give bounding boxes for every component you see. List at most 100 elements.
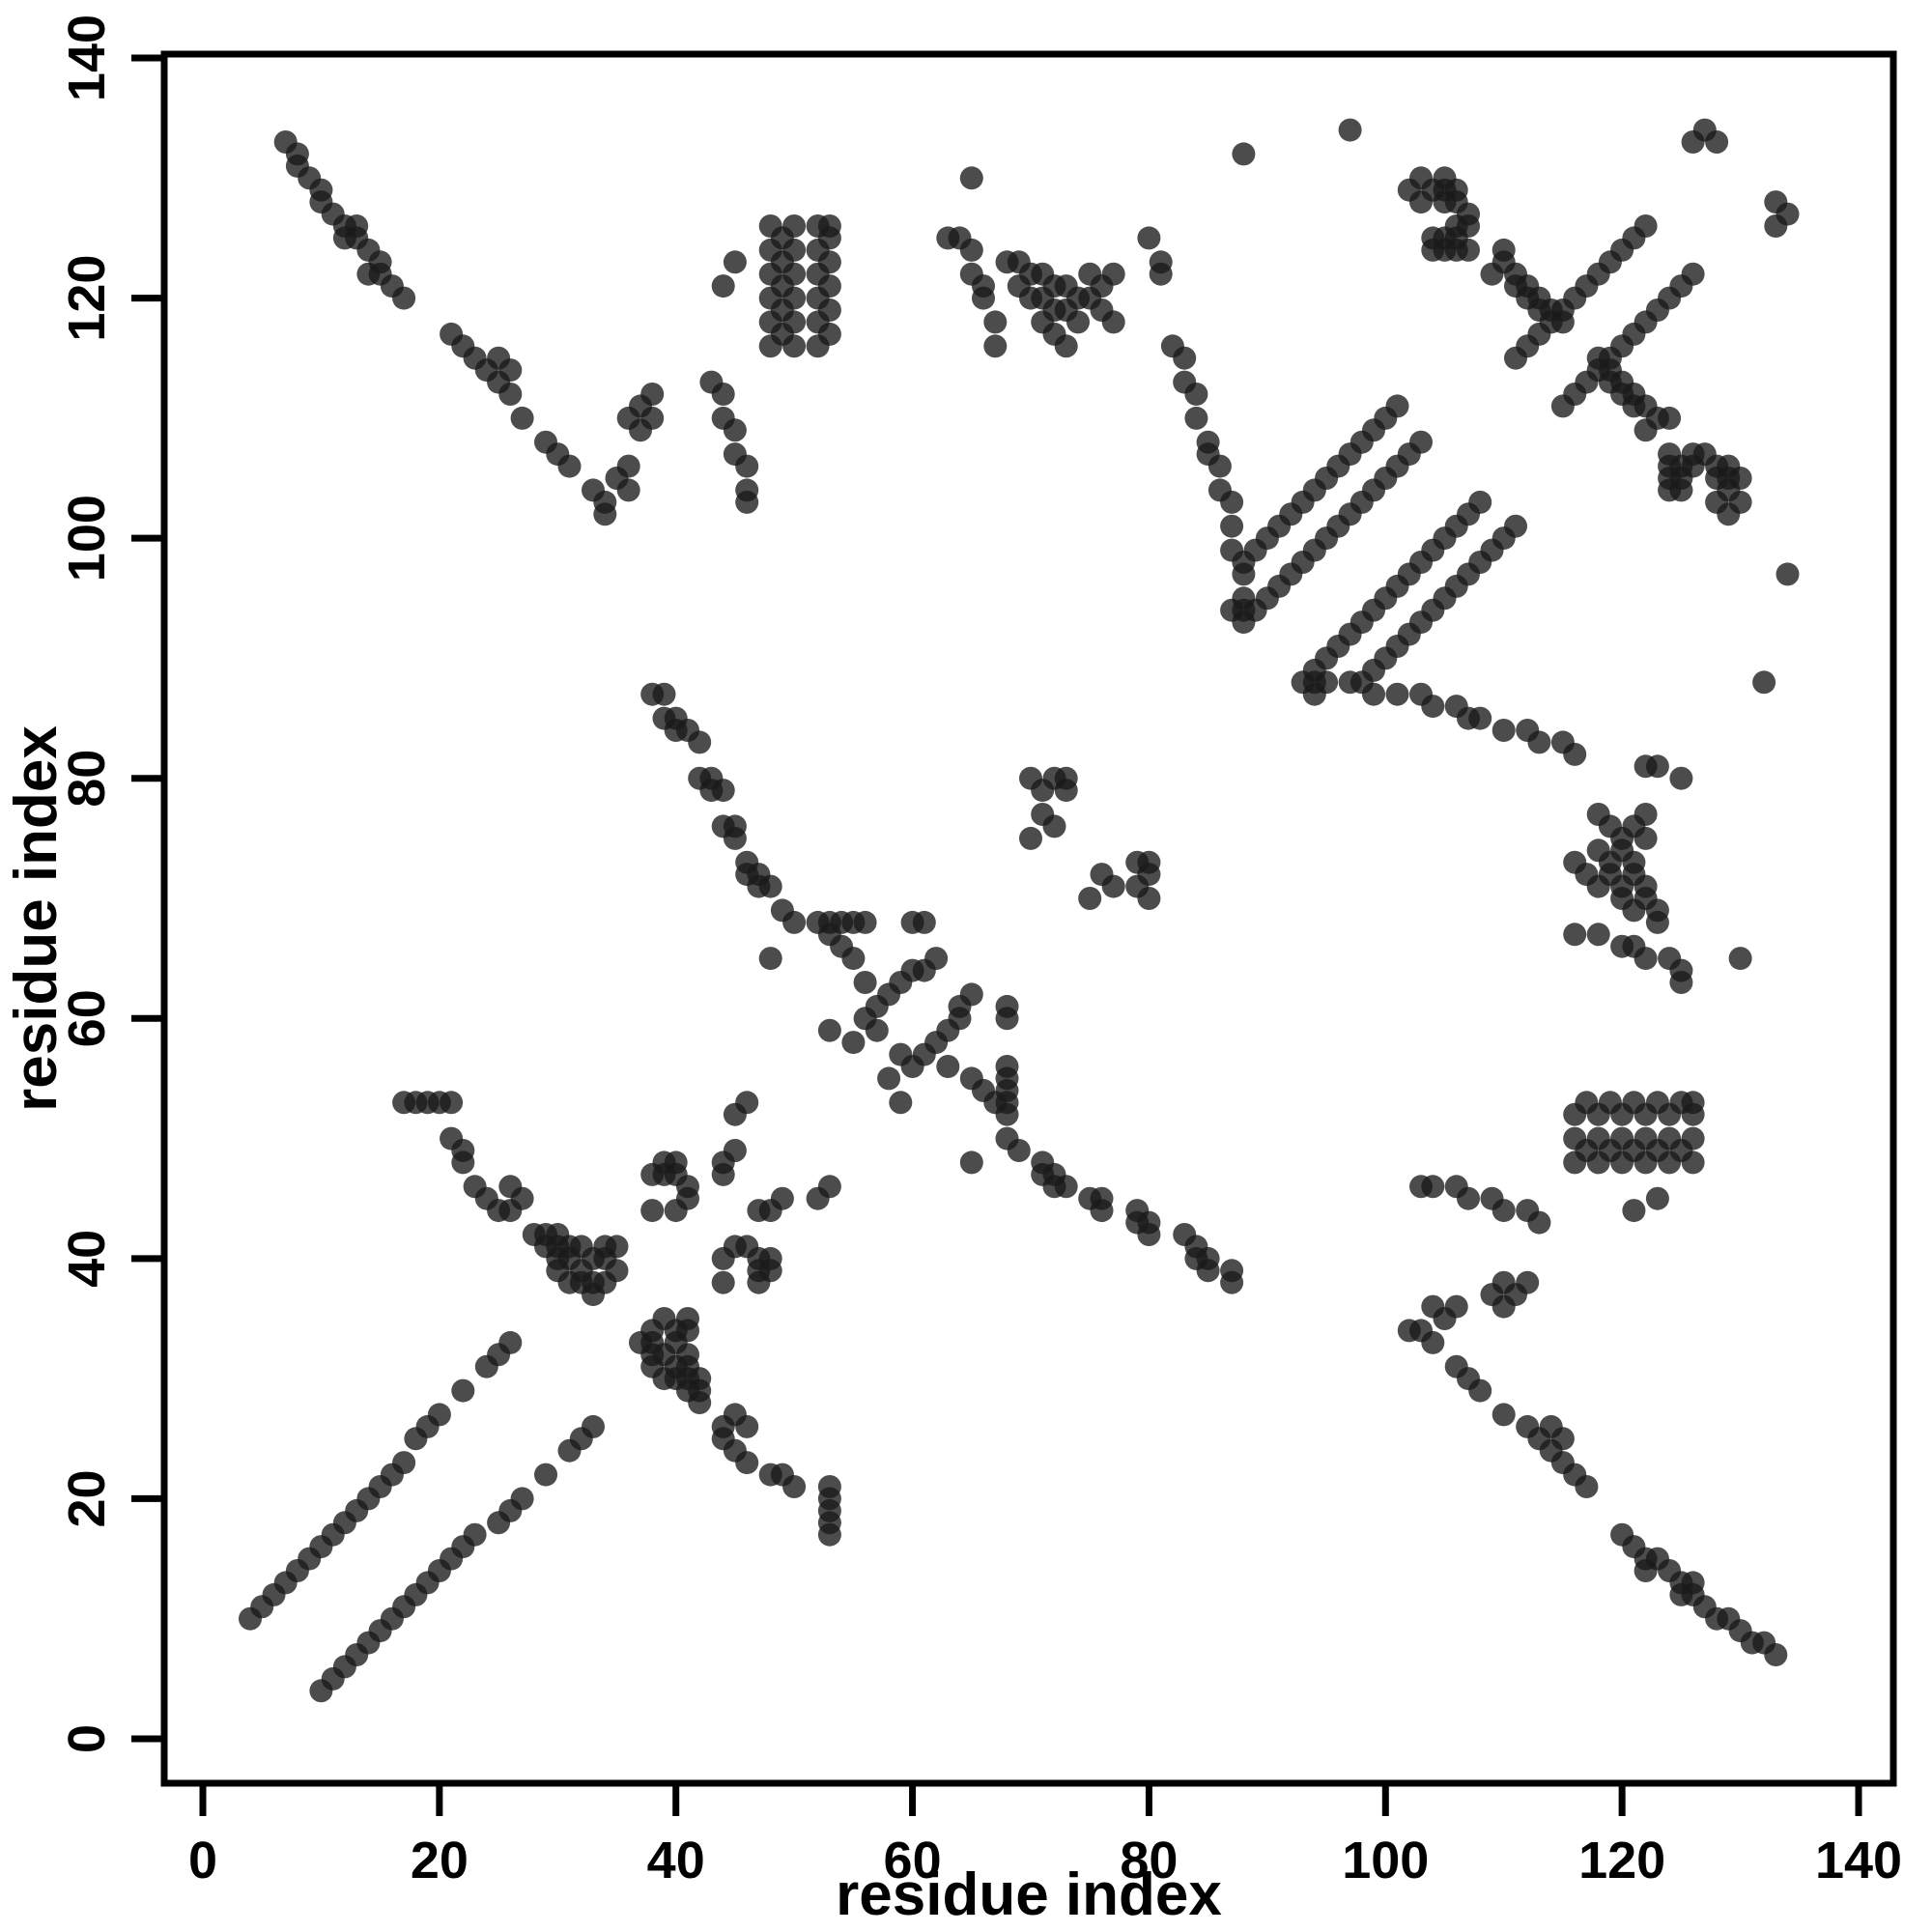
data-point [616,478,640,502]
y-axis-ticks: 0 20 40 60 80 100 120 140 [58,14,164,1753]
data-point [735,454,759,478]
plot-border [160,50,1897,1787]
data-point [1054,334,1078,358]
data-point [1220,1259,1244,1283]
y-tick-label: 80 [58,750,116,808]
data-point [582,1414,605,1438]
data-point [1705,467,1729,490]
data-point [1563,850,1587,874]
data-point [392,1451,416,1475]
data-point [1516,1270,1540,1294]
data-point [1492,1270,1516,1294]
x-tick-label: 120 [1578,1832,1665,1889]
data-point [711,1162,735,1186]
data-point [983,310,1008,334]
data-point [1184,383,1208,406]
data-point [782,910,807,934]
data-point [451,1378,475,1403]
data-point [1492,1403,1516,1427]
data-point [1385,394,1409,418]
data-point [758,1463,782,1487]
data-point [1764,190,1788,214]
y-axis-label: residue index [3,725,70,1112]
data-point [1516,1414,1540,1438]
data-point [1220,490,1244,514]
data-point [1610,934,1634,958]
data-point [440,1091,464,1115]
data-point [817,298,841,322]
data-point [1385,682,1409,706]
data-point [770,1186,794,1210]
data-point [1480,1186,1504,1210]
data-point [995,1055,1019,1078]
data-point [640,383,665,406]
data-point [711,779,735,803]
data-point [723,1102,747,1126]
data-point [723,1139,747,1162]
data-point [1066,310,1090,334]
data-point [972,286,995,310]
data-point [959,1151,983,1175]
data-point [1705,130,1729,154]
data-point [676,1307,699,1330]
data-point [817,1475,841,1498]
data-point [1586,803,1610,826]
data-point [605,1259,629,1283]
data-point [1054,766,1078,790]
data-point [959,166,983,190]
data-point [1444,1175,1468,1199]
data-point [1575,1091,1599,1115]
data-point [841,1031,866,1055]
data-point [758,1246,782,1270]
data-point [924,947,949,971]
data-point [1645,1091,1669,1115]
data-point [865,1018,889,1042]
data-point [758,947,782,971]
data-point [1586,838,1610,863]
data-point [711,1270,735,1294]
data-point [817,322,841,346]
data-point [817,250,841,274]
data-point [1575,370,1599,394]
data-point [758,874,782,898]
data-point [1101,262,1125,286]
data-point [1125,1199,1150,1223]
data-point [1776,562,1800,586]
data-point [1457,238,1480,262]
data-point [510,1487,534,1511]
data-point [889,1042,913,1066]
data-point [1717,502,1741,526]
data-point [983,1091,1008,1115]
data-point [1681,262,1705,286]
data-point [1728,947,1752,971]
data-point [676,1186,699,1210]
data-point [498,383,523,406]
data-point [1634,214,1658,238]
data-point [1669,1091,1693,1115]
data-point [1031,1151,1055,1175]
data-point [782,310,807,334]
data-point [1586,1126,1610,1151]
data-point [1634,754,1658,779]
data-point [1457,214,1480,238]
data-point [392,286,416,310]
data-point [1681,1126,1705,1151]
data-point [1444,695,1468,719]
data-points-group [239,118,1800,1703]
data-point [995,994,1019,1018]
data-point [1173,346,1197,370]
data-point [1681,442,1705,467]
data-point [735,490,759,514]
data-point [983,334,1008,358]
data-point [995,1126,1019,1151]
data-point [1149,262,1173,286]
data-point [936,1055,960,1078]
data-point [640,406,665,430]
data-point [616,454,640,478]
data-point [1516,1199,1540,1223]
data-point [1019,826,1042,850]
data-point [498,1175,523,1199]
data-point [1563,1126,1587,1151]
data-point [510,406,534,430]
data-point [1090,863,1114,887]
